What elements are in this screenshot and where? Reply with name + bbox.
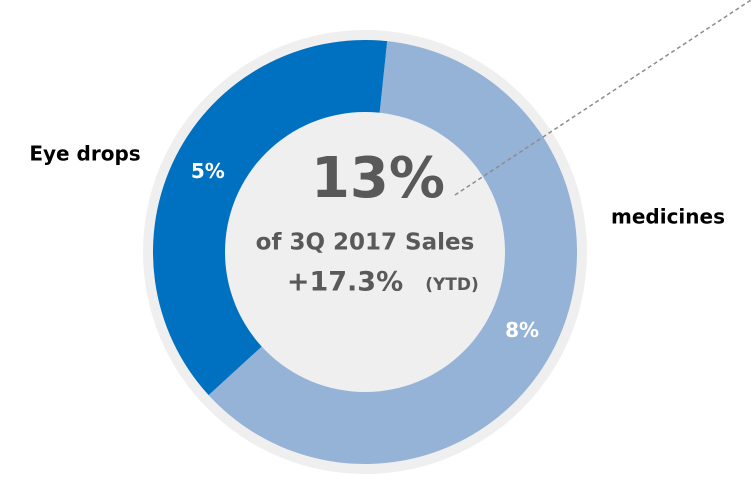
value-label: 5% <box>191 159 225 183</box>
center-note: (YTD) <box>425 275 479 295</box>
category-label: medicines <box>611 205 725 229</box>
center-growth: +17.3% <box>287 267 403 298</box>
center-subtitle: of 3Q 2017 Sales <box>256 230 475 256</box>
inner-circle <box>225 112 505 392</box>
leader-line <box>454 0 751 196</box>
center-total: 13% <box>311 146 445 211</box>
category-label: Eye drops <box>29 142 140 166</box>
value-label: 8% <box>505 318 539 342</box>
